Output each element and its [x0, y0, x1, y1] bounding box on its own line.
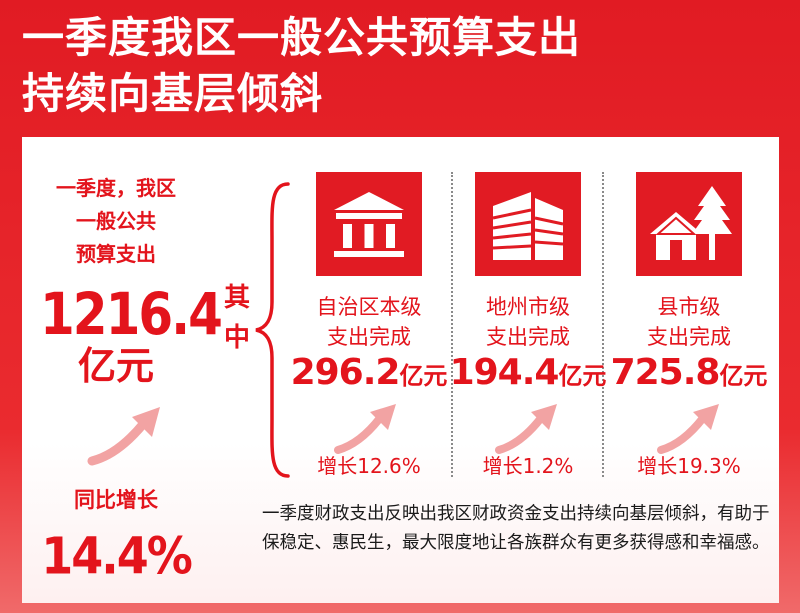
column-label: 地州市级 支出完成: [453, 292, 603, 352]
column-growth: 增长12.6%: [317, 454, 421, 478]
page-title: 一季度我区一般公共预算支出 持续向基层倾斜: [22, 10, 782, 122]
summary-label: 一季度，我区 一般公共 预算支出: [36, 172, 196, 271]
column-label-line-2: 支出完成: [327, 325, 411, 349]
growth-arrow-icon: [334, 404, 396, 454]
column-divider: [451, 172, 453, 477]
total-amount: 1216.4: [40, 280, 223, 348]
column-amount-number: 725.8: [610, 352, 721, 393]
column-label-line-1: 自治区本级: [316, 295, 422, 319]
column-label: 自治区本级 支出完成: [294, 292, 444, 352]
breakdown-label-char-1: 其: [223, 283, 250, 313]
column-label-line-1: 县市级: [657, 295, 721, 319]
summary-label-line-2: 一般公共: [76, 209, 156, 233]
breakdown-label: 其 中: [222, 278, 252, 358]
column-label-line-1: 地州市级: [486, 295, 570, 319]
growth-arrow-icon: [495, 404, 557, 454]
column-amount-number: 296.2: [290, 352, 401, 393]
column-label: 县市级 支出完成: [614, 292, 764, 352]
title-line-2: 持续向基层倾斜: [22, 69, 324, 118]
curly-brace-icon: [255, 182, 290, 478]
column-amount-unit: 亿元: [399, 362, 448, 390]
yoy-label: 同比增长: [74, 488, 158, 512]
column-growth: 增长19.3%: [637, 454, 741, 478]
house-with-trees-icon: [636, 172, 742, 276]
column-label-line-2: 支出完成: [486, 325, 570, 349]
column-amount: 296.2亿元: [289, 352, 449, 393]
column-amount-number: 194.4: [449, 352, 560, 393]
column-label-line-2: 支出完成: [647, 325, 731, 349]
column-amount: 725.8亿元: [609, 352, 769, 393]
growth-arrow-icon: [657, 404, 719, 454]
column-amount: 194.4亿元: [448, 352, 608, 393]
column-amount-unit: 亿元: [558, 362, 607, 390]
yoy-value: 14.4%: [41, 526, 193, 586]
office-buildings-icon: [475, 172, 581, 276]
summary-label-line-3: 预算支出: [76, 242, 156, 266]
summary-note: 一季度财政支出反映出我区财政资金支出持续向基层倾斜，有助于保稳定、惠民生，最大限…: [262, 504, 770, 553]
column-divider: [602, 172, 604, 477]
column-growth: 增长1.2%: [482, 454, 574, 478]
breakdown-label-char-2: 中: [223, 323, 250, 353]
title-line-1: 一季度我区一般公共预算支出: [22, 13, 582, 62]
summary-label-line-1: 一季度，我区: [56, 176, 176, 200]
growth-arrow-icon: [87, 407, 160, 466]
column-amount-unit: 亿元: [719, 362, 768, 390]
government-building-icon: [316, 172, 422, 276]
total-unit: 亿元: [77, 344, 154, 388]
